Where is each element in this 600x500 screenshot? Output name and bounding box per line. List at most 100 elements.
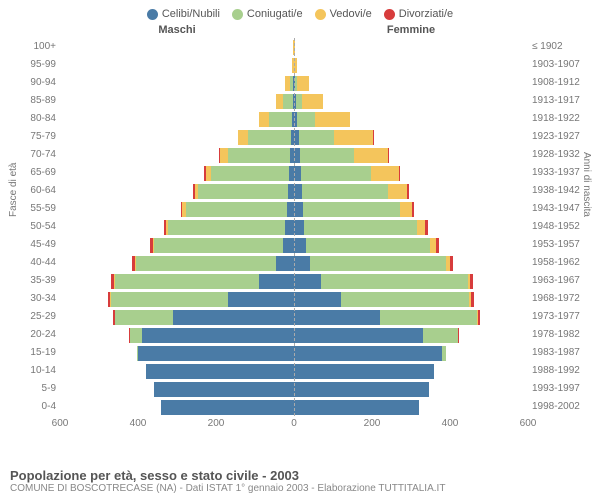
female-bar: [294, 94, 528, 109]
birth-label: 1923-1927: [528, 128, 590, 146]
y-axis-birth: ≤ 19021903-19071908-19121913-19171918-19…: [528, 38, 590, 416]
age-label: 95-99: [10, 56, 60, 74]
bar-segment: [310, 256, 447, 271]
bar-segment: [450, 256, 454, 271]
birth-label: 1983-1987: [528, 344, 590, 362]
female-bar: [294, 40, 528, 55]
legend-label: Divorziati/e: [399, 8, 453, 20]
bar-segment: [115, 274, 259, 289]
bar-segment: [173, 310, 294, 325]
chart-subtitle: COMUNE DI BOSCOTRECASE (NA) - Dati ISTAT…: [10, 483, 590, 494]
male-bar: [60, 238, 294, 253]
x-tick: 600: [520, 418, 537, 429]
legend-swatch: [315, 9, 326, 20]
female-bar: [294, 184, 528, 199]
birth-label: 1938-1942: [528, 182, 590, 200]
male-bar: [60, 94, 294, 109]
x-tick: 400: [442, 418, 459, 429]
bar-segment: [294, 274, 321, 289]
female-bar: [294, 364, 528, 379]
legend-label: Coniugati/e: [247, 8, 303, 20]
bar-segment: [238, 130, 248, 145]
female-bar: [294, 202, 528, 217]
male-bar: [60, 166, 294, 181]
birth-label: 1903-1907: [528, 56, 590, 74]
bar-segment: [276, 256, 294, 271]
bar-segment: [294, 328, 423, 343]
bar-segment: [399, 166, 401, 181]
bar-segment: [198, 184, 288, 199]
male-bar: [60, 184, 294, 199]
bar-segment: [471, 292, 474, 307]
bar-segment: [130, 328, 142, 343]
bar-segment: [186, 202, 287, 217]
bar-segment: [423, 328, 458, 343]
birth-label: ≤ 1902: [528, 38, 590, 56]
bar-segment: [300, 148, 355, 163]
bar-segment: [297, 76, 309, 91]
bar-segment: [470, 274, 474, 289]
age-label: 10-14: [10, 362, 60, 380]
birth-label: 1928-1932: [528, 146, 590, 164]
birth-label: 1918-1922: [528, 110, 590, 128]
bar-segment: [248, 130, 291, 145]
age-label: 40-44: [10, 254, 60, 272]
birth-label: 1943-1947: [528, 200, 590, 218]
bar-segment: [442, 346, 446, 361]
bar-segment: [220, 148, 228, 163]
age-label: 15-19: [10, 344, 60, 362]
bar-segment: [303, 202, 401, 217]
bars-area: [60, 38, 528, 416]
female-bar: [294, 310, 528, 325]
bar-segment: [334, 130, 373, 145]
bar-segment: [294, 238, 306, 253]
bar-segment: [146, 364, 294, 379]
male-bar: [60, 220, 294, 235]
male-bar: [60, 76, 294, 91]
bar-segment: [168, 220, 285, 235]
male-bar: [60, 400, 294, 415]
female-bar: [294, 382, 528, 397]
bar-segment: [294, 310, 380, 325]
bar-segment: [436, 238, 439, 253]
bar-segment: [380, 310, 478, 325]
age-label: 30-34: [10, 290, 60, 308]
male-bar: [60, 148, 294, 163]
female-bar: [294, 112, 528, 127]
bar-segment: [301, 166, 371, 181]
bar-segment: [283, 94, 293, 109]
bar-segment: [425, 220, 428, 235]
birth-label: 1998-2002: [528, 398, 590, 416]
bar-segment: [294, 292, 341, 307]
female-bar: [294, 148, 528, 163]
female-bar: [294, 166, 528, 181]
bar-segment: [417, 220, 426, 235]
header-female: Femmine: [294, 24, 528, 36]
bar-segment: [354, 148, 387, 163]
x-tick: 400: [130, 418, 147, 429]
bar-segment: [228, 292, 294, 307]
bar-segment: [341, 292, 470, 307]
birth-label: 1968-1972: [528, 290, 590, 308]
bar-segment: [302, 94, 323, 109]
column-headers: Maschi Femmine: [10, 24, 590, 36]
age-label: 45-49: [10, 236, 60, 254]
legend-swatch: [384, 9, 395, 20]
birth-label: 1978-1982: [528, 326, 590, 344]
bar-segment: [302, 184, 388, 199]
birth-label: 1993-1997: [528, 380, 590, 398]
bar-segment: [154, 382, 294, 397]
birth-label: 1953-1957: [528, 236, 590, 254]
bar-segment: [269, 112, 292, 127]
bar-segment: [211, 166, 289, 181]
y-axis-age: 100+95-9990-9485-8980-8475-7970-7465-696…: [10, 38, 60, 416]
bar-segment: [294, 382, 429, 397]
bar-segment: [321, 274, 467, 289]
age-label: 80-84: [10, 110, 60, 128]
male-bar: [60, 256, 294, 271]
age-label: 60-64: [10, 182, 60, 200]
age-label: 5-9: [10, 380, 60, 398]
center-line: [294, 38, 295, 416]
legend-swatch: [232, 9, 243, 20]
bar-segment: [287, 202, 294, 217]
